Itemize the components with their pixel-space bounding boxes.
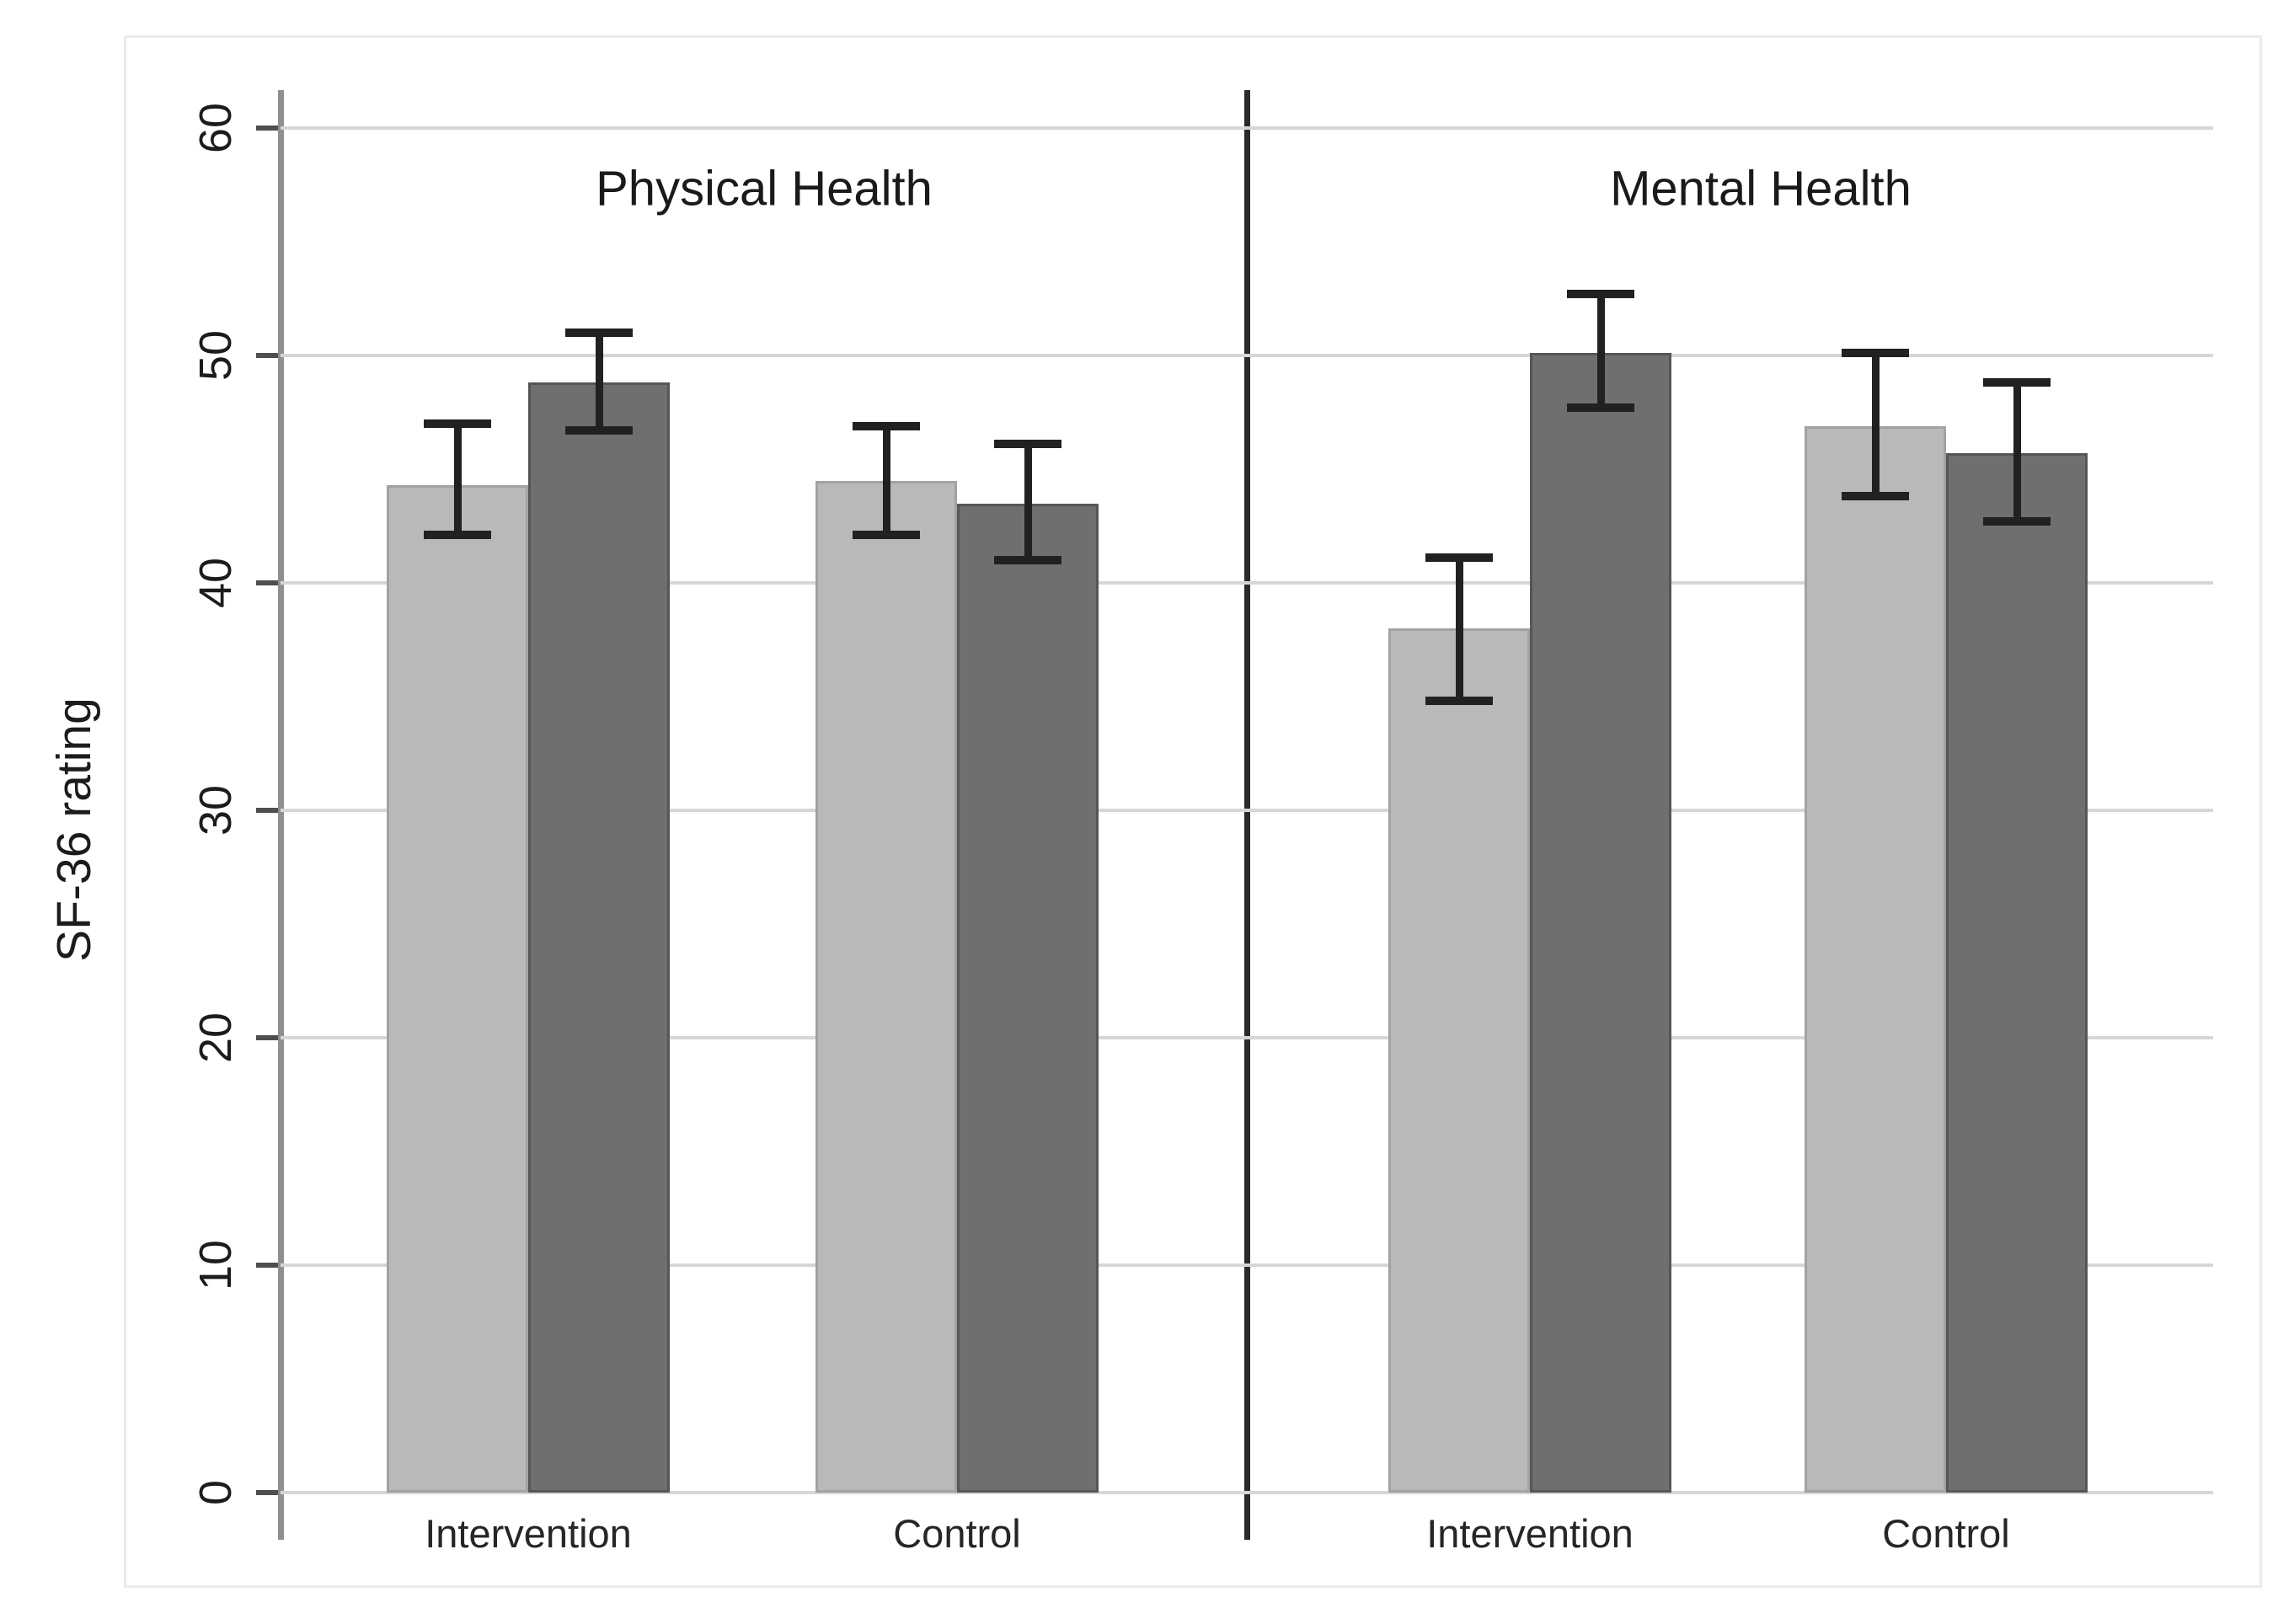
error-bar-cap-bottom-physical-health-control-light bbox=[853, 531, 920, 540]
error-bar-mental-health-control-dark bbox=[2013, 382, 2021, 522]
bar-physical-health-intervention-light bbox=[387, 484, 528, 1493]
y-tick-label-60: 60 bbox=[190, 102, 241, 154]
error-bar-cap-top-mental-health-intervention-dark bbox=[1567, 290, 1634, 299]
y-axis-tick-40 bbox=[256, 580, 278, 585]
error-bar-cap-bottom-mental-health-intervention-dark bbox=[1567, 403, 1634, 413]
error-bar-cap-bottom-mental-health-intervention-light bbox=[1425, 697, 1493, 706]
error-bar-physical-health-control-dark bbox=[1024, 444, 1032, 560]
gridline-y-20 bbox=[281, 1036, 2213, 1039]
y-axis-tick-0 bbox=[256, 1490, 278, 1495]
bar-physical-health-control-light bbox=[815, 480, 957, 1493]
error-bar-cap-bottom-physical-health-intervention-light bbox=[424, 531, 491, 540]
x-label-mental-health-control: Control bbox=[1882, 1511, 2010, 1556]
error-bar-cap-top-mental-health-control-dark bbox=[1983, 378, 2051, 387]
panel-title-physical-health: Physical Health bbox=[596, 161, 933, 216]
error-bar-cap-top-physical-health-intervention-dark bbox=[565, 329, 633, 337]
error-bar-physical-health-intervention-light bbox=[453, 424, 462, 536]
bar-physical-health-control-dark bbox=[957, 503, 1099, 1493]
y-axis-tick-50 bbox=[256, 353, 278, 358]
y-tick-label-40: 40 bbox=[190, 557, 241, 609]
y-tick-label-0: 0 bbox=[190, 1479, 241, 1506]
error-bar-cap-top-mental-health-control-light bbox=[1842, 349, 1909, 358]
gridline-y-0 bbox=[281, 1491, 2213, 1494]
y-axis-tick-30 bbox=[256, 808, 278, 813]
error-bar-cap-bottom-physical-health-intervention-dark bbox=[565, 426, 633, 435]
error-bar-physical-health-control-light bbox=[882, 425, 890, 536]
x-label-physical-health-control: Control bbox=[893, 1511, 1021, 1556]
bar-physical-health-intervention-dark bbox=[528, 382, 670, 1493]
y-axis-tick-10 bbox=[256, 1263, 278, 1268]
error-bar-cap-top-physical-health-intervention-light bbox=[424, 419, 491, 428]
y-axis-tick-20 bbox=[256, 1035, 278, 1040]
gridline-y-50 bbox=[281, 354, 2213, 357]
gridline-y-10 bbox=[281, 1263, 2213, 1267]
bar-mental-health-intervention-light bbox=[1388, 628, 1530, 1493]
error-bar-physical-health-intervention-dark bbox=[595, 333, 603, 431]
bar-mental-health-intervention-dark bbox=[1530, 353, 1671, 1493]
y-tick-label-30: 30 bbox=[190, 784, 241, 836]
gridline-y-60 bbox=[281, 126, 2213, 130]
y-axis-line bbox=[278, 90, 284, 1540]
gridline-y-40 bbox=[281, 581, 2213, 585]
error-bar-mental-health-control-light bbox=[1871, 353, 1880, 497]
x-label-mental-health-intervention: Intervention bbox=[1426, 1511, 1634, 1556]
error-bar-cap-top-physical-health-control-light bbox=[853, 421, 920, 430]
error-bar-cap-bottom-mental-health-control-dark bbox=[1983, 517, 2051, 526]
error-bar-cap-bottom-mental-health-control-light bbox=[1842, 492, 1909, 501]
x-label-physical-health-intervention: Intervention bbox=[425, 1511, 632, 1556]
bar-mental-health-control-light bbox=[1805, 425, 1946, 1493]
panel-title-mental-health: Mental Health bbox=[1610, 161, 1912, 216]
error-bar-mental-health-intervention-light bbox=[1455, 558, 1463, 702]
error-bar-cap-top-physical-health-control-dark bbox=[994, 440, 1061, 449]
y-tick-label-50: 50 bbox=[190, 329, 241, 382]
error-bar-mental-health-intervention-dark bbox=[1596, 294, 1605, 409]
error-bar-cap-bottom-physical-health-control-dark bbox=[994, 556, 1061, 564]
y-axis-tick-60 bbox=[256, 126, 278, 131]
gridline-y-30 bbox=[281, 809, 2213, 812]
y-tick-label-20: 20 bbox=[190, 1012, 241, 1064]
error-bar-cap-top-mental-health-intervention-light bbox=[1425, 553, 1493, 563]
bar-mental-health-control-dark bbox=[1946, 453, 2088, 1493]
y-axis-title: SF-36 rating bbox=[47, 697, 101, 962]
y-tick-label-10: 10 bbox=[190, 1239, 241, 1291]
figure-outer-border bbox=[124, 35, 2262, 1588]
panel-separator-line bbox=[1244, 90, 1250, 1540]
